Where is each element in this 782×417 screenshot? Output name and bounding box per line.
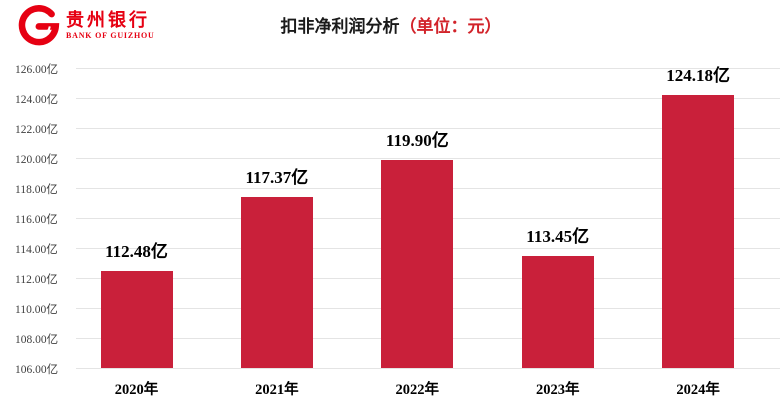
- y-tick-label: 116.00亿: [15, 213, 58, 226]
- bar-value-label: 112.48亿: [105, 241, 168, 261]
- chart-title: 扣非净利润分析（单位：元）: [0, 12, 782, 37]
- bar-value-label: 124.18亿: [666, 66, 730, 86]
- y-tick-label: 124.00亿: [15, 93, 59, 106]
- bar-value-label: 113.45亿: [526, 227, 590, 247]
- x-tick-label: 2021年: [255, 382, 299, 398]
- bar-2022年: [381, 159, 454, 368]
- bank-logo-g-icon: [18, 5, 60, 46]
- gridline: [76, 128, 780, 129]
- y-tick-label: 120.00亿: [15, 153, 59, 166]
- bank-name-en: BANK OF GUIZHOU: [66, 31, 155, 41]
- y-tick-label: 106.00亿: [15, 363, 59, 376]
- bar-2021年: [240, 197, 313, 368]
- bank-name-cn: 贵州银行: [66, 10, 150, 31]
- x-tick-label: 2024年: [676, 382, 720, 398]
- bar-chart-plot-area: 126.00亿 124.00亿 122.00亿 120.00亿 118.00亿 116.0…: [0, 64, 782, 376]
- x-tick-label: 2022年: [395, 382, 440, 398]
- y-tick-label: 126.00亿: [15, 63, 59, 76]
- bank-logo: 贵州银行 BANK OF GUIZHOU: [14, 5, 155, 47]
- x-tick-label: 2020年: [114, 382, 159, 398]
- y-tick-label: 118.00亿: [15, 183, 58, 196]
- y-tick-label: 110.00亿: [15, 303, 58, 316]
- gridline: [76, 368, 780, 369]
- y-tick-label: 114.00亿: [15, 243, 58, 256]
- y-tick-label: 112.00亿: [15, 273, 58, 286]
- bank-logo-text: 贵州银行 BANK OF GUIZHOU: [66, 11, 155, 40]
- bar-value-label: 119.90亿: [385, 130, 449, 150]
- gridline: [76, 158, 780, 159]
- x-tick-label: 2023年: [535, 382, 580, 398]
- chart-title-main: 扣非净利润分析: [280, 17, 400, 36]
- y-tick-label: 122.00亿: [15, 123, 59, 136]
- y-tick-label: 108.00亿: [15, 333, 59, 346]
- bar-2020年: [100, 270, 173, 368]
- bar-2024年: [662, 95, 735, 368]
- x-axis: 2020年 2021年 2022年 2023年 2024年: [0, 368, 782, 417]
- gridline: [76, 98, 780, 99]
- chart-title-unit: （单位：元）: [399, 17, 502, 36]
- bar-2023年: [521, 256, 594, 368]
- bar-value-label: 117.37亿: [245, 168, 309, 188]
- gridline: [76, 68, 780, 69]
